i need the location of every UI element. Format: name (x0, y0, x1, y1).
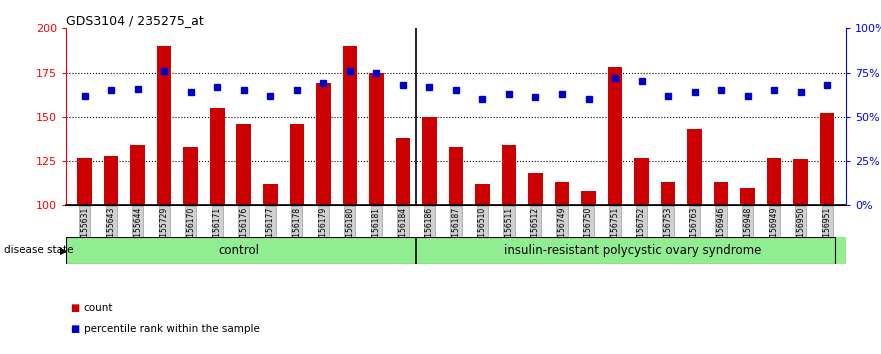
Bar (501, 145, 516, 205)
Bar (740, 188, 755, 205)
Bar (66, 237, 411, 264)
Bar (714, 182, 729, 205)
Bar (581, 191, 596, 205)
Bar (529, 173, 543, 205)
Bar (263, 184, 278, 205)
Text: GDS3104 / 235275_at: GDS3104 / 235275_at (66, 14, 204, 27)
Bar (820, 113, 834, 205)
Bar (130, 145, 145, 205)
Bar (104, 156, 118, 205)
Text: ■: ■ (70, 303, 79, 313)
Bar (555, 182, 569, 205)
Bar (422, 117, 437, 205)
Bar (475, 184, 490, 205)
Bar (687, 129, 702, 205)
Bar (766, 158, 781, 205)
Bar (78, 158, 92, 205)
Bar (634, 158, 648, 205)
Bar (411, 237, 854, 264)
Bar (236, 124, 251, 205)
Text: control: control (218, 244, 259, 257)
Bar (316, 83, 330, 205)
Text: percentile rank within the sample: percentile rank within the sample (84, 324, 260, 334)
Text: ■: ■ (70, 324, 79, 334)
Bar (448, 147, 463, 205)
Bar (183, 147, 198, 205)
Text: insulin-resistant polycystic ovary syndrome: insulin-resistant polycystic ovary syndr… (504, 244, 761, 257)
Bar (794, 159, 808, 205)
Bar (608, 67, 622, 205)
Text: count: count (84, 303, 113, 313)
Bar (210, 108, 225, 205)
Bar (369, 73, 383, 205)
Text: ▶: ▶ (60, 245, 68, 255)
Bar (290, 124, 304, 205)
Text: disease state: disease state (4, 245, 74, 255)
Bar (661, 182, 676, 205)
Bar (343, 46, 357, 205)
Bar (396, 138, 411, 205)
Bar (157, 46, 172, 205)
